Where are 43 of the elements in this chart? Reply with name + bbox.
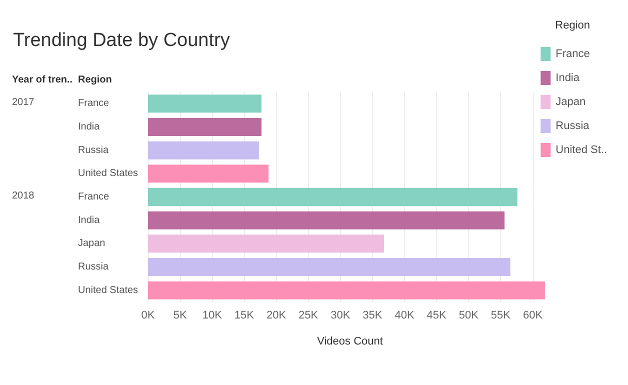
x-tick-label: 55K [490,310,512,322]
y-tick-label: Japan [78,238,106,250]
x-tick-label: 40K [394,310,415,322]
bar [148,94,262,113]
bar [148,118,262,136]
y-tick-label: India [78,122,100,132]
x-tick-label: 10K [202,310,223,322]
y-tick-label: Russia [78,262,110,272]
x-tick-label: 45K [426,310,448,322]
y-tick-label: India [78,214,100,226]
text: 2018 [12,190,35,202]
x-tick-label: 25K [298,310,319,322]
bar [148,141,259,160]
legend-label: India [556,72,580,84]
bar [148,211,505,230]
x-axis-title: Videos Count [317,336,383,348]
text: 2017 [12,97,35,108]
legend-label: France [556,48,590,60]
x-tick-label: 35K [362,310,383,322]
y-tick-label: United States [78,284,138,296]
x-tick-label: 20K [266,310,287,322]
y-tick-label: France [78,98,110,110]
text: Year of tren.. [12,74,73,86]
legend-label: Russia [556,120,590,132]
x-tick-label: 0K [141,310,156,322]
bar [148,258,510,276]
x-tick-label: 5K [173,310,188,322]
legend-title: Region [78,74,112,86]
x-tick-label: 60K [522,310,544,322]
x-tick-label: 15K [234,310,255,322]
text: Region [555,20,590,32]
legend-label: Japan [556,96,586,108]
y-tick-label: United States [78,168,138,180]
bar [148,234,384,253]
bar [148,164,269,183]
x-tick-label: 30K [330,310,351,322]
bar [148,281,545,300]
x-tick-label: 50K [458,310,480,322]
y-tick-label: Russia [78,144,110,156]
bar [148,188,518,206]
chart-title: Trending Date by Country [13,30,230,51]
y-tick-label: France [78,192,110,202]
legend-label: United St.. [556,144,607,156]
